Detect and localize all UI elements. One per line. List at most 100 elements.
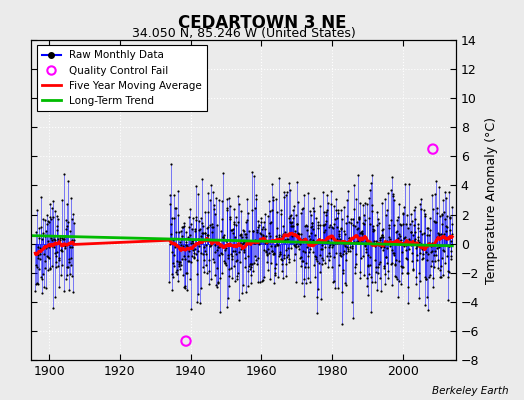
Point (244, 268, 253, 275)
Point (303, 264, 312, 270)
Point (414, 224, 422, 231)
Point (324, 238, 333, 244)
Point (268, 181, 276, 188)
Point (231, 248, 239, 254)
Point (399, 221, 407, 227)
Point (380, 281, 389, 287)
Point (215, 196, 223, 203)
Point (420, 207, 429, 214)
Point (428, 248, 436, 254)
Point (385, 240, 394, 246)
Point (433, 205, 441, 212)
Point (397, 262, 405, 269)
Point (370, 240, 378, 247)
Point (401, 234, 409, 240)
Point (411, 245, 420, 252)
Point (288, 214, 297, 221)
Point (368, 226, 377, 232)
Point (46, 265, 54, 272)
Point (35, 235, 43, 242)
Point (405, 246, 413, 252)
Point (433, 210, 441, 217)
Point (61, 243, 69, 249)
Point (180, 220, 189, 226)
Point (336, 252, 344, 259)
Point (65, 259, 73, 265)
Point (343, 244, 352, 250)
Point (308, 220, 316, 226)
Point (239, 227, 247, 233)
Point (370, 242, 379, 248)
Point (169, 237, 177, 244)
Point (183, 270, 192, 276)
Point (241, 264, 249, 271)
Point (305, 233, 313, 240)
Point (428, 239, 436, 246)
Point (278, 256, 287, 263)
Point (396, 233, 405, 239)
Point (431, 219, 439, 225)
Point (390, 261, 399, 268)
Point (440, 248, 448, 254)
Point (215, 244, 223, 250)
Point (254, 278, 263, 285)
Point (280, 255, 288, 261)
Point (234, 270, 242, 276)
Point (426, 215, 434, 221)
Point (309, 237, 317, 244)
Point (300, 293, 309, 300)
Point (406, 211, 414, 218)
Point (255, 221, 264, 228)
Point (373, 238, 381, 245)
Point (50, 236, 59, 243)
Point (378, 232, 386, 238)
Point (278, 268, 286, 274)
Point (340, 228, 348, 234)
Point (210, 272, 219, 278)
Point (223, 304, 231, 310)
Point (38, 236, 46, 242)
Point (386, 238, 394, 245)
Point (175, 259, 183, 265)
Point (270, 280, 278, 286)
Point (315, 202, 324, 209)
Point (199, 223, 208, 229)
Point (167, 161, 176, 167)
Point (274, 236, 282, 242)
Point (348, 235, 357, 242)
Point (289, 223, 298, 229)
Point (167, 230, 175, 237)
Point (336, 207, 345, 213)
Point (393, 217, 401, 223)
Point (212, 195, 220, 202)
Point (41, 232, 50, 239)
Point (204, 232, 212, 238)
Point (281, 237, 289, 244)
Point (259, 274, 268, 280)
Point (308, 204, 316, 211)
Point (387, 282, 396, 288)
Point (431, 191, 439, 198)
Point (196, 285, 205, 291)
Point (417, 241, 425, 248)
Point (410, 238, 418, 244)
Point (431, 248, 440, 254)
Point (446, 215, 454, 222)
Point (69, 288, 77, 295)
Point (178, 232, 187, 239)
Point (405, 236, 413, 242)
Point (363, 262, 372, 268)
Point (335, 231, 344, 237)
Point (239, 247, 248, 253)
Point (354, 238, 363, 244)
Point (62, 226, 70, 232)
Text: CEDARTOWN 3 NE: CEDARTOWN 3 NE (178, 14, 346, 32)
Point (393, 228, 401, 234)
Point (277, 211, 285, 217)
Point (442, 195, 451, 201)
Point (40, 250, 48, 257)
Point (263, 259, 271, 265)
Point (290, 257, 299, 263)
Point (61, 276, 70, 283)
Point (291, 243, 299, 249)
